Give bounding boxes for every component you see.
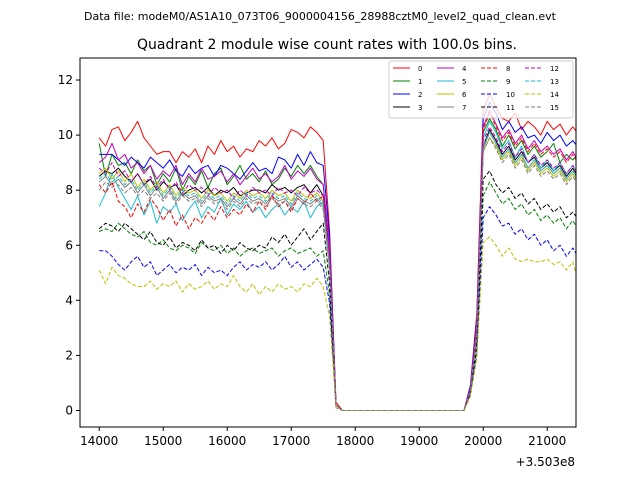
- series-line-0: [98, 93, 576, 411]
- chart-title: Quadrant 2 module wise count rates with …: [137, 37, 517, 53]
- x-offset-label: +3.503e8: [516, 455, 575, 469]
- y-tick-label: 10: [58, 128, 73, 142]
- legend-label-7: 7: [462, 104, 466, 112]
- x-tick-label: 15000: [144, 434, 182, 448]
- x-tick-label: 17000: [272, 434, 310, 448]
- legend-label-12: 12: [550, 65, 559, 73]
- x-tick-label: 20000: [464, 434, 502, 448]
- series-line-4: [98, 109, 576, 411]
- legend-label-15: 15: [550, 104, 559, 112]
- datafile-label: Data file: modeM0/AS1A10_073T06_90000041…: [84, 10, 557, 23]
- x-tick-label: 19000: [400, 434, 438, 448]
- series-line-9: [99, 181, 576, 411]
- legend-label-8: 8: [506, 65, 510, 73]
- legend-label-2: 2: [418, 91, 422, 99]
- series-line-15: [98, 137, 576, 411]
- legend-label-4: 4: [462, 65, 467, 73]
- y-tick-label: 0: [65, 403, 73, 417]
- series-line-11: [98, 170, 576, 411]
- x-tick-label: 16000: [208, 434, 246, 448]
- series-line-6: [98, 137, 576, 411]
- legend-frame: [388, 60, 574, 119]
- legend-label-0: 0: [418, 65, 422, 73]
- series-line-14: [98, 236, 576, 411]
- y-tick-label: 2: [65, 348, 73, 362]
- y-tick-label: 12: [58, 73, 73, 87]
- legend-label-13: 13: [550, 78, 559, 86]
- y-tick-label: 6: [65, 238, 73, 252]
- legend-label-11: 11: [506, 104, 515, 112]
- legend-label-14: 14: [550, 91, 559, 99]
- series-line-8: [98, 112, 576, 411]
- legend-label-3: 3: [418, 104, 422, 112]
- plot-frame: [79, 57, 577, 428]
- legend-label-10: 10: [506, 91, 515, 99]
- legend-label-9: 9: [506, 78, 510, 86]
- x-tick-label: 14000: [80, 434, 118, 448]
- series-line-10: [99, 206, 576, 411]
- legend-label-1: 1: [418, 78, 422, 86]
- x-tick-label: 21000: [528, 434, 566, 448]
- legend-label-6: 6: [462, 91, 467, 99]
- legend-label-5: 5: [462, 78, 466, 86]
- x-tick-label: 18000: [336, 434, 374, 448]
- y-tick-label: 8: [65, 183, 73, 197]
- x-axis: 14000 15000 16000 17000 18000 19000 20000 21000: [80, 427, 566, 448]
- y-axis: 0 2 4 6 8 10 12: [58, 73, 80, 417]
- y-tick-label: 4: [65, 293, 73, 307]
- series-layer: [98, 93, 576, 411]
